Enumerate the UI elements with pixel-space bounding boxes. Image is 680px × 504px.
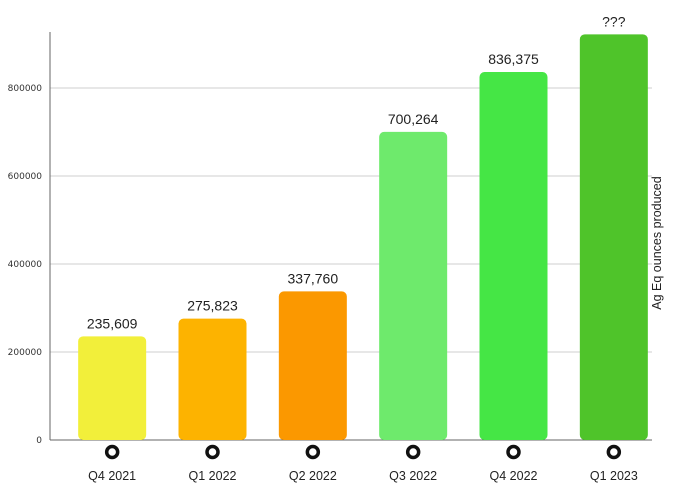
category-markers bbox=[104, 444, 622, 460]
bar-q3-2022 bbox=[379, 131, 448, 440]
category-marker-icon bbox=[305, 444, 321, 460]
y-tick-label: 400000 bbox=[8, 260, 43, 270]
bar-q1-2022 bbox=[178, 318, 247, 440]
data-label: 836,375 bbox=[488, 51, 539, 67]
y-tick-label: 600000 bbox=[8, 172, 43, 182]
bar-q1-2023 bbox=[579, 34, 648, 440]
category-label: Q4 2022 bbox=[490, 469, 538, 483]
y-tick-label: 800000 bbox=[8, 84, 43, 94]
data-label: 235,609 bbox=[87, 315, 138, 331]
category-labels: Q4 2021 Q1 2022 Q2 2022 Q3 2022 Q4 2022 Q1 20… bbox=[88, 469, 638, 483]
data-label: ??? bbox=[602, 13, 626, 29]
category-marker-icon bbox=[606, 444, 622, 460]
gridlines bbox=[50, 87, 652, 441]
category-marker-icon bbox=[205, 444, 220, 460]
y-tick-label: 0 bbox=[36, 436, 42, 446]
category-label: Q1 2022 bbox=[189, 469, 237, 483]
category-marker-icon bbox=[104, 444, 120, 460]
y-axis-label: Ag Eq ounces produced bbox=[650, 176, 664, 309]
bar-q2-2022 bbox=[278, 291, 347, 440]
category-label: Q1 2023 bbox=[590, 469, 638, 483]
data-label: 700,264 bbox=[388, 111, 439, 127]
bars bbox=[78, 34, 648, 441]
y-tick-labels: 0 200000 400000 600000 800000 bbox=[8, 84, 43, 446]
data-labels: 235,609 275,823 337,760 700,264 836,375??? bbox=[87, 13, 626, 331]
category-label: Q4 2021 bbox=[88, 469, 136, 483]
category-label: Q2 2022 bbox=[289, 469, 337, 483]
bar-q4-2022 bbox=[479, 71, 548, 441]
category-marker-icon bbox=[506, 444, 521, 460]
data-label: 275,823 bbox=[187, 298, 238, 314]
y-tick-label: 200000 bbox=[8, 348, 43, 358]
category-label: Q3 2022 bbox=[389, 469, 437, 483]
bar-q4-2021 bbox=[78, 336, 147, 440]
category-marker-icon bbox=[405, 444, 421, 460]
data-label: 337,760 bbox=[288, 270, 339, 286]
